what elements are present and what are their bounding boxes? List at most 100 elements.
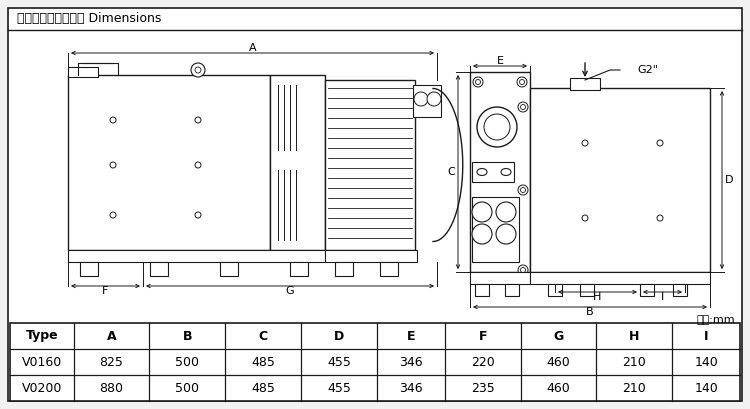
Circle shape xyxy=(473,77,483,87)
Circle shape xyxy=(427,92,441,106)
Bar xyxy=(150,262,168,276)
Bar xyxy=(68,67,98,77)
Bar xyxy=(68,75,270,250)
Text: E: E xyxy=(406,330,416,342)
Text: C: C xyxy=(259,330,268,342)
Circle shape xyxy=(110,162,116,168)
Text: 235: 235 xyxy=(471,382,494,395)
Text: 485: 485 xyxy=(251,355,275,369)
Text: 500: 500 xyxy=(176,355,200,369)
Text: 140: 140 xyxy=(694,355,718,369)
Bar xyxy=(548,284,562,296)
Ellipse shape xyxy=(477,169,487,175)
Circle shape xyxy=(496,224,516,244)
Text: I: I xyxy=(661,292,664,302)
Text: F: F xyxy=(102,286,109,296)
Bar xyxy=(530,88,710,272)
Circle shape xyxy=(477,107,517,147)
Circle shape xyxy=(520,79,524,85)
Text: 485: 485 xyxy=(251,382,275,395)
Bar xyxy=(472,197,519,262)
Text: C: C xyxy=(447,167,454,177)
Text: 825: 825 xyxy=(100,355,124,369)
Circle shape xyxy=(110,212,116,218)
Text: V0200: V0200 xyxy=(22,382,62,395)
Bar xyxy=(580,284,594,296)
Bar xyxy=(570,78,600,90)
Circle shape xyxy=(517,77,527,87)
Text: 210: 210 xyxy=(622,355,646,369)
Circle shape xyxy=(195,212,201,218)
Bar xyxy=(68,250,325,262)
Circle shape xyxy=(472,224,492,244)
Circle shape xyxy=(518,102,528,112)
Text: G: G xyxy=(286,286,294,296)
Bar xyxy=(325,80,415,250)
Text: 455: 455 xyxy=(327,355,351,369)
Circle shape xyxy=(520,187,526,193)
Text: 346: 346 xyxy=(399,355,423,369)
Bar xyxy=(10,323,740,401)
Circle shape xyxy=(191,63,205,77)
Circle shape xyxy=(110,117,116,123)
Circle shape xyxy=(657,140,663,146)
Text: E: E xyxy=(496,56,503,66)
Text: 140: 140 xyxy=(694,382,718,395)
Bar xyxy=(470,272,530,284)
Circle shape xyxy=(520,105,526,110)
Text: 460: 460 xyxy=(547,382,571,395)
Bar xyxy=(475,284,489,296)
Text: F: F xyxy=(478,330,487,342)
Text: I: I xyxy=(704,330,709,342)
Bar xyxy=(270,75,325,250)
Circle shape xyxy=(484,114,510,140)
Text: 500: 500 xyxy=(176,382,200,395)
Text: G2": G2" xyxy=(637,65,658,75)
Circle shape xyxy=(476,79,481,85)
Circle shape xyxy=(582,140,588,146)
Circle shape xyxy=(472,202,492,222)
Text: B: B xyxy=(182,330,192,342)
Text: A: A xyxy=(249,43,256,53)
Text: G: G xyxy=(554,330,564,342)
Text: H: H xyxy=(593,292,602,302)
Circle shape xyxy=(496,202,516,222)
Bar xyxy=(220,262,238,276)
Text: 210: 210 xyxy=(622,382,646,395)
Bar xyxy=(505,284,519,296)
Circle shape xyxy=(518,265,528,275)
Text: D: D xyxy=(334,330,344,342)
Bar xyxy=(380,262,398,276)
Text: Type: Type xyxy=(26,330,58,342)
Bar xyxy=(472,162,514,182)
Circle shape xyxy=(657,215,663,221)
Bar xyxy=(640,284,654,296)
Text: 460: 460 xyxy=(547,355,571,369)
Bar xyxy=(325,250,417,262)
Text: B: B xyxy=(586,307,594,317)
Bar xyxy=(673,284,687,296)
Text: H: H xyxy=(629,330,640,342)
Text: A: A xyxy=(106,330,116,342)
Circle shape xyxy=(414,92,428,106)
Circle shape xyxy=(518,185,528,195)
Bar xyxy=(530,272,710,284)
Bar xyxy=(470,72,530,272)
Text: 220: 220 xyxy=(471,355,494,369)
Bar xyxy=(335,262,353,276)
Bar xyxy=(413,85,441,117)
Circle shape xyxy=(582,215,588,221)
Text: 单位:mm: 单位:mm xyxy=(696,315,735,325)
Ellipse shape xyxy=(501,169,511,175)
Circle shape xyxy=(195,67,201,73)
Bar xyxy=(290,262,308,276)
Text: V0160: V0160 xyxy=(22,355,62,369)
Text: 外型尺寸及安裝尺寸 Dimensions: 外型尺寸及安裝尺寸 Dimensions xyxy=(17,13,161,25)
Text: 880: 880 xyxy=(100,382,124,395)
Text: 346: 346 xyxy=(399,382,423,395)
Text: 455: 455 xyxy=(327,382,351,395)
Bar xyxy=(80,262,98,276)
Text: D: D xyxy=(724,175,734,185)
Circle shape xyxy=(520,267,526,272)
Circle shape xyxy=(195,162,201,168)
